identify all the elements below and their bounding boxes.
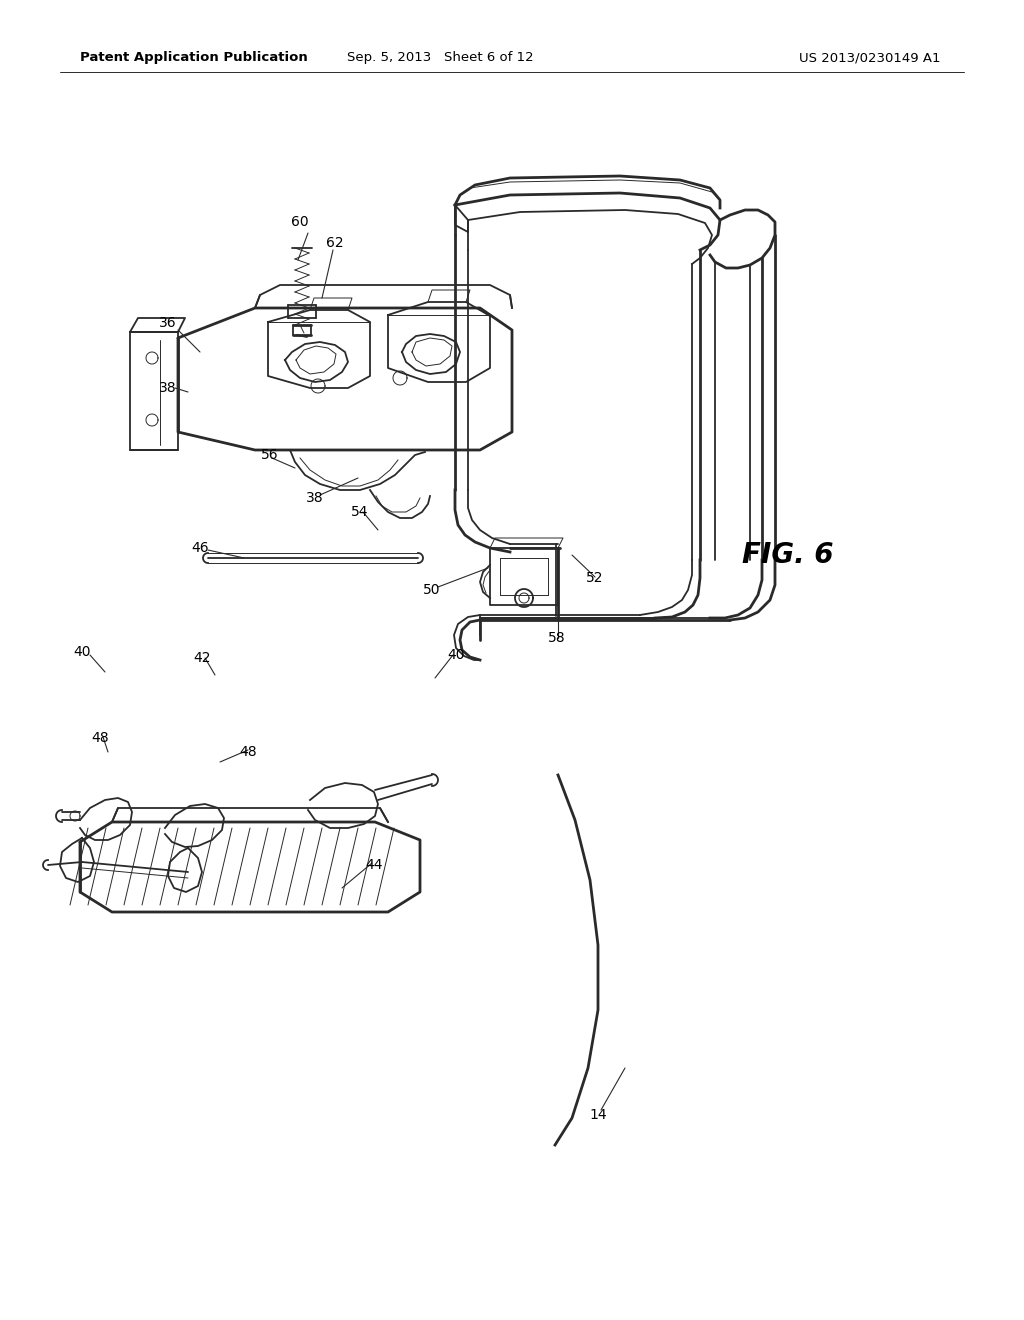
Text: 60: 60 bbox=[291, 215, 309, 228]
Text: US 2013/0230149 A1: US 2013/0230149 A1 bbox=[800, 51, 941, 65]
Text: 54: 54 bbox=[351, 506, 369, 519]
Text: 36: 36 bbox=[159, 315, 177, 330]
Text: 40: 40 bbox=[447, 648, 465, 663]
Text: 62: 62 bbox=[327, 236, 344, 249]
Text: 14: 14 bbox=[589, 1107, 607, 1122]
Text: FIG. 6: FIG. 6 bbox=[742, 541, 834, 569]
Text: 56: 56 bbox=[261, 447, 279, 462]
Text: 40: 40 bbox=[74, 645, 91, 659]
Text: 58: 58 bbox=[548, 631, 566, 645]
Text: 38: 38 bbox=[306, 491, 324, 506]
Text: 50: 50 bbox=[423, 583, 440, 597]
Text: 52: 52 bbox=[587, 572, 604, 585]
Text: 46: 46 bbox=[191, 541, 209, 554]
Text: 48: 48 bbox=[91, 731, 109, 744]
Text: 42: 42 bbox=[194, 651, 211, 665]
Text: Sep. 5, 2013   Sheet 6 of 12: Sep. 5, 2013 Sheet 6 of 12 bbox=[347, 51, 534, 65]
Text: Patent Application Publication: Patent Application Publication bbox=[80, 51, 308, 65]
Text: 44: 44 bbox=[366, 858, 383, 873]
Text: 48: 48 bbox=[240, 744, 257, 759]
Text: 38: 38 bbox=[159, 381, 177, 395]
